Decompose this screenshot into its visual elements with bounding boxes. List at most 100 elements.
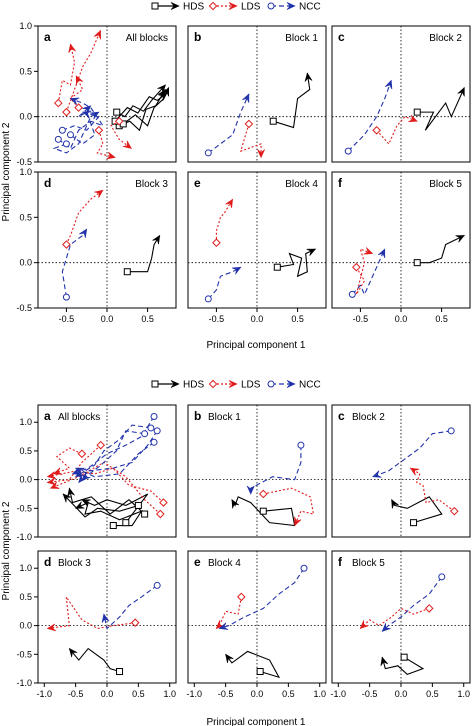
panel-series bbox=[204, 198, 317, 303]
panel-title: Block 1 bbox=[208, 412, 241, 423]
end-arrow-hds bbox=[457, 86, 465, 97]
panel-bottom-d: d Block 3 -1.0 -0.5 0.0 0.5 1.0 -1.0 -0.5 0.0 0.5 1… bbox=[16, 550, 177, 699]
end-arrow-lds bbox=[94, 189, 104, 198]
x-tick-label: -1.0 bbox=[331, 689, 347, 699]
panel-series bbox=[204, 72, 313, 159]
y-tick-label: 1.0 bbox=[19, 563, 32, 573]
end-arrow-lds bbox=[363, 247, 374, 255]
trajectory-lds bbox=[47, 596, 136, 630]
y-tick-label: -0.5 bbox=[16, 503, 32, 513]
panel-series bbox=[61, 189, 161, 301]
x-tick-label: 0.5 bbox=[141, 314, 154, 324]
end-arrow-hds bbox=[74, 501, 85, 509]
start-marker-lds bbox=[258, 489, 268, 499]
legend-arrow-hds bbox=[170, 2, 180, 10]
start-marker-ncc bbox=[204, 295, 212, 303]
end-arrow-ncc bbox=[74, 467, 85, 475]
end-arrow-lds bbox=[408, 114, 418, 123]
trajectory-ncc bbox=[351, 248, 386, 296]
start-marker-ncc bbox=[204, 149, 212, 157]
start-marker-lds bbox=[450, 506, 459, 516]
trajectory-ncc bbox=[70, 105, 96, 145]
start-marker-lds bbox=[74, 103, 83, 112]
panel-letter: f bbox=[338, 176, 343, 190]
panel-series bbox=[372, 427, 459, 527]
start-marker-ncc bbox=[66, 131, 74, 139]
y-tick-label: -0.5 bbox=[16, 157, 32, 167]
x-tick-label: -0.5 bbox=[209, 314, 225, 324]
trajectory-ncc bbox=[381, 576, 443, 632]
trajectory-ncc bbox=[57, 98, 105, 150]
start-marker-hds bbox=[122, 519, 130, 527]
end-arrow-hds bbox=[380, 656, 388, 667]
y-tick-label: 1.0 bbox=[19, 167, 32, 177]
panel-series bbox=[52, 29, 170, 160]
start-marker-ncc bbox=[62, 140, 70, 148]
panel-series bbox=[215, 564, 308, 679]
x-tick-label: 1.0 bbox=[313, 689, 326, 699]
start-marker-ncc bbox=[58, 126, 66, 134]
end-arrow-lds bbox=[46, 623, 57, 632]
start-marker-ncc bbox=[153, 581, 161, 589]
x-tick-label: 0.0 bbox=[101, 689, 114, 699]
x-tick-label: 0.0 bbox=[395, 314, 408, 324]
end-arrow-lds bbox=[106, 151, 116, 160]
legend-bottom: HDS LDS NCC bbox=[151, 380, 321, 391]
panel-series bbox=[344, 79, 465, 155]
end-arrow-lds bbox=[46, 471, 57, 479]
start-marker-hds bbox=[116, 668, 124, 676]
trajectory-lds bbox=[65, 189, 104, 245]
panel-series bbox=[231, 441, 315, 527]
trajectory-hds bbox=[417, 234, 465, 264]
end-arrow-lds bbox=[93, 29, 101, 40]
y-tick-label: 0.0 bbox=[19, 112, 32, 122]
trajectory-hds bbox=[127, 235, 161, 273]
panel-bottom-c: c Block 2 bbox=[331, 404, 471, 538]
start-marker-lds bbox=[244, 119, 254, 129]
y-tick-label: 0.5 bbox=[19, 592, 32, 602]
start-marker-ncc bbox=[438, 573, 446, 581]
panel-bottom-f: f Block 5 -1.0 -0.5 0.0 0.5 1.0 bbox=[331, 550, 471, 699]
start-marker-ncc bbox=[54, 135, 62, 143]
panel-bottom-b: b Block 1 bbox=[187, 404, 327, 538]
start-marker-hds bbox=[400, 653, 408, 661]
end-arrow-ncc bbox=[372, 470, 382, 478]
end-arrow-ncc bbox=[378, 248, 386, 258]
trajectory-lds bbox=[376, 116, 418, 145]
start-marker-ncc bbox=[344, 147, 352, 155]
end-arrow-lds bbox=[122, 140, 132, 149]
trajectory-lds bbox=[239, 123, 262, 158]
x-tick-label: 0.5 bbox=[426, 689, 439, 699]
start-marker-ncc bbox=[147, 424, 155, 432]
start-marker-lds bbox=[237, 592, 246, 602]
y-tick-label: 0.5 bbox=[19, 446, 32, 456]
x-tick-label: -1.0 bbox=[187, 689, 203, 699]
trajectory-lds bbox=[53, 447, 83, 475]
panel-letter: a bbox=[44, 409, 51, 423]
trajectory-lds bbox=[355, 248, 373, 295]
x-tick-label: 1.0 bbox=[457, 689, 470, 699]
trajectory-hds bbox=[114, 92, 168, 122]
trajectory-hds bbox=[81, 493, 149, 523]
x-tick-label: 0.0 bbox=[251, 689, 264, 699]
end-arrow-hds bbox=[62, 493, 72, 503]
panel-series bbox=[46, 581, 161, 676]
panel-letter: d bbox=[44, 176, 51, 190]
start-marker-lds bbox=[62, 107, 71, 117]
start-marker-ncc bbox=[447, 427, 455, 435]
panel-title: Block 5 bbox=[429, 179, 462, 190]
x-axis-label: Principal component 1 bbox=[207, 340, 306, 351]
panel-title: Block 5 bbox=[352, 558, 385, 569]
end-arrow-hds bbox=[158, 92, 168, 101]
start-marker-hds bbox=[413, 259, 421, 267]
legend-arrow-ncc bbox=[286, 2, 296, 10]
trajectory-ncc bbox=[207, 266, 242, 300]
trajectory-lds bbox=[50, 461, 161, 515]
end-arrow-ncc bbox=[79, 228, 88, 238]
y-tick-label: -1.0 bbox=[16, 532, 32, 542]
trajectory-lds bbox=[410, 467, 455, 512]
trajectory-ncc bbox=[52, 111, 100, 154]
x-tick-label: 0.0 bbox=[101, 314, 114, 324]
panel-bottom-a: a All blocks -1.0 -0.5 0.0 0.5 1.0 bbox=[16, 404, 177, 542]
